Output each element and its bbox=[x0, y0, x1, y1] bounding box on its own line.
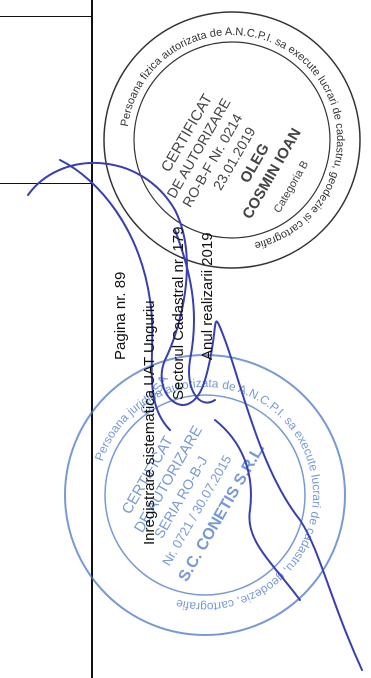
frame-vertical-line bbox=[91, 0, 93, 678]
signature bbox=[27, 159, 363, 671]
page-number-text: Pagina nr. 89 bbox=[112, 271, 129, 360]
registration-text: Inregistrare sistematica UAT Unguriu bbox=[141, 300, 158, 545]
top-stamp: Persoana fizica autorizata de A.N.C.P.I.… bbox=[103, 11, 361, 269]
frame-horizontal-line bbox=[0, 183, 93, 184]
year-text: Anul realizarii 2019 bbox=[199, 232, 216, 360]
frame-top-line bbox=[0, 16, 92, 17]
bottom-stamp: Persoana juridica autorizata de A.N.C.P.… bbox=[64, 354, 346, 636]
cadastral-sector-text: Sectorul Cadastral nr. 179 bbox=[170, 226, 187, 400]
